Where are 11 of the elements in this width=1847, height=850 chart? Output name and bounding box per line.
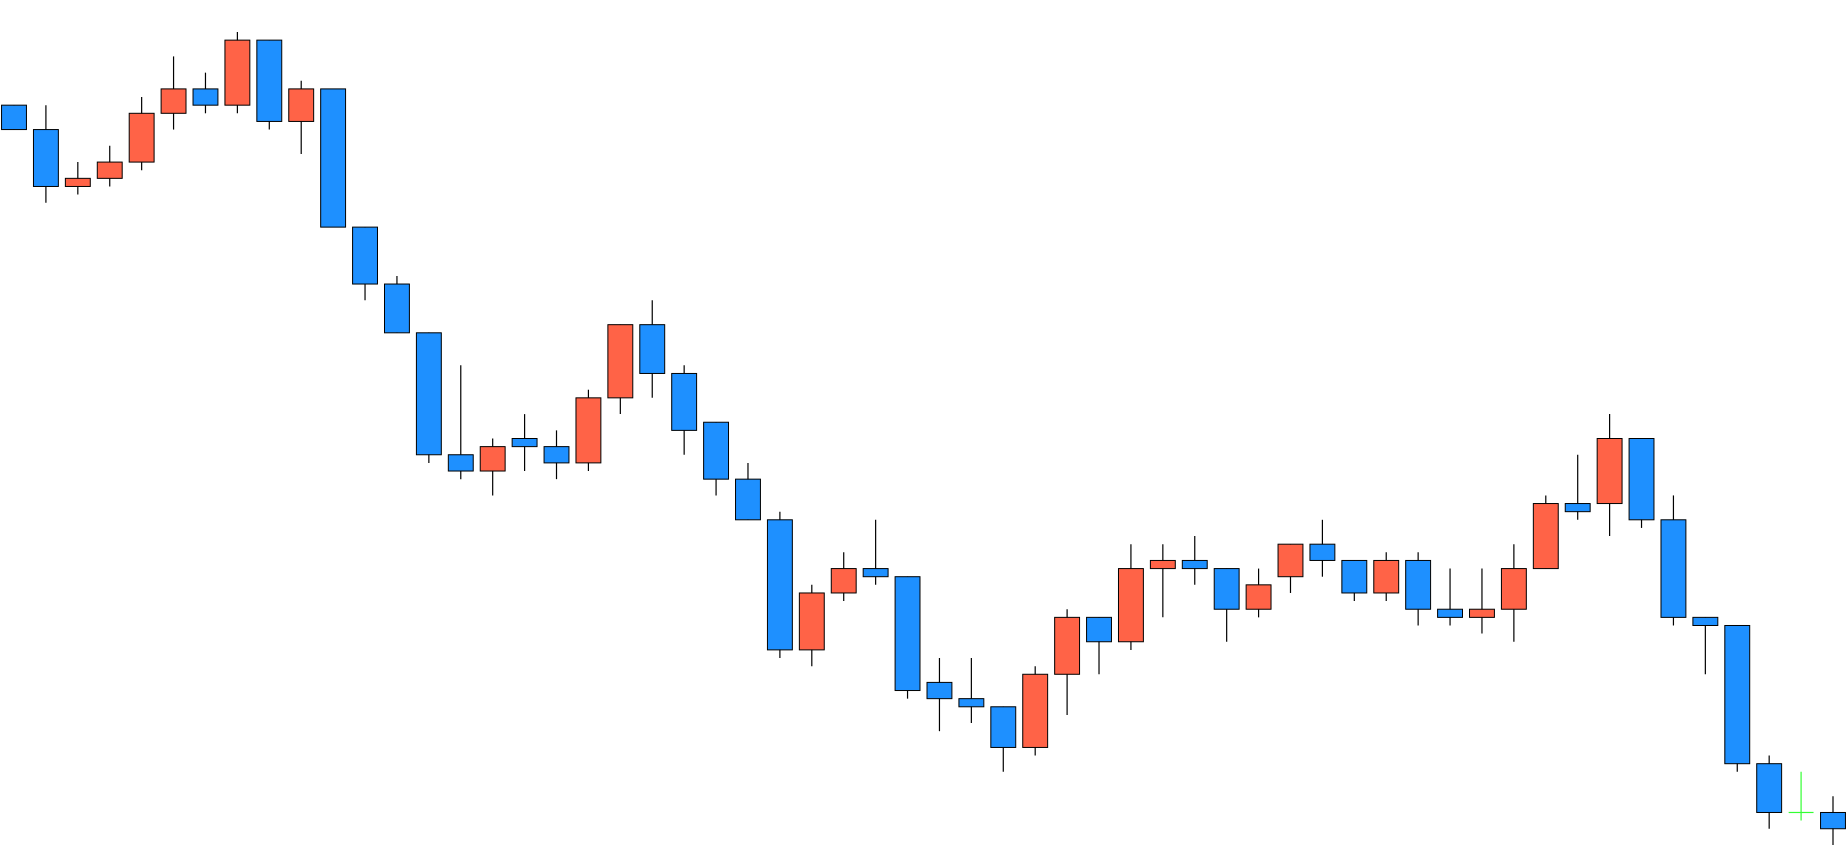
candlestick <box>1437 567 1463 627</box>
candlestick <box>511 413 538 472</box>
candlestick <box>958 657 985 724</box>
candlestick <box>1149 543 1176 618</box>
candlestick <box>1181 535 1208 586</box>
candlestick <box>1788 771 1815 822</box>
candlestick <box>862 519 889 586</box>
candlestick <box>447 364 474 480</box>
candlestick <box>1564 454 1591 521</box>
candlestick <box>1469 567 1495 635</box>
candlestick <box>64 161 91 196</box>
